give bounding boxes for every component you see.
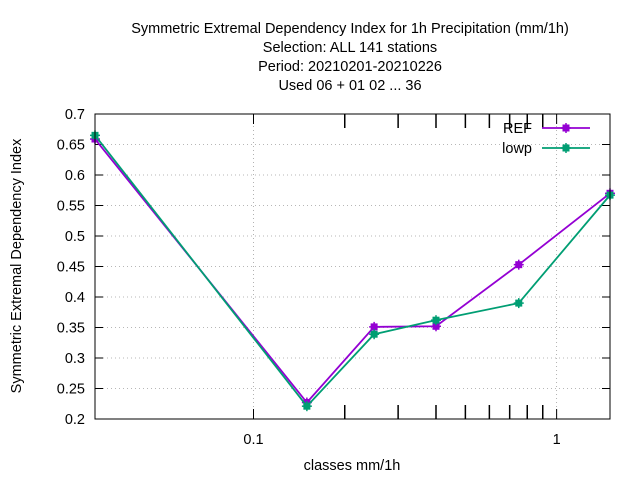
series-line-lowp: [94, 134, 611, 408]
x-tick-label: 0.1: [243, 432, 263, 448]
title-line-1: Symmetric Extremal Dependency Index for …: [131, 21, 569, 37]
data-point-ref: [513, 259, 524, 270]
grid: [95, 114, 610, 419]
data-point-lowp: [369, 329, 380, 340]
y-tick-label: 0.3: [65, 351, 85, 367]
y-tick-label: 0.25: [57, 382, 85, 398]
y-tick-label: 0.55: [57, 199, 85, 215]
data-point-lowp: [513, 298, 524, 309]
legend: REF lowp: [502, 121, 590, 157]
plot-area-border: [94, 113, 611, 420]
y-tick-label: 0.2: [65, 412, 85, 428]
x-axis-label: classes mm/1h: [304, 458, 401, 474]
title-line-4: Used 06 + 01 02 ... 36: [278, 78, 421, 94]
legend-marker-lowp: [561, 143, 571, 153]
y-tick-label: 0.4: [65, 290, 85, 306]
x-axis-ticks: 0.1 1: [243, 114, 561, 448]
data-point-lowp: [301, 401, 312, 412]
series-layer: [90, 130, 615, 412]
y-axis-label: Symmetric Extremal Dependency Index: [9, 138, 25, 393]
x-tick-label: 1: [553, 432, 561, 448]
series-ref: [90, 134, 615, 408]
legend-entry-ref: REF: [503, 121, 590, 137]
y-tick-label: 0.5: [65, 229, 85, 245]
series-line-ref: [94, 138, 611, 404]
chart-title: Symmetric Extremal Dependency Index for …: [131, 21, 569, 94]
y-tick-label: 0.45: [57, 260, 85, 276]
legend-marker-ref: [561, 123, 571, 133]
legend-label-ref: REF: [503, 121, 532, 137]
series-lowp: [90, 130, 615, 412]
data-point-lowp: [430, 315, 441, 326]
title-line-3: Period: 20210201-20210226: [258, 59, 442, 75]
legend-label-lowp: lowp: [502, 141, 532, 157]
y-tick-label: 0.35: [57, 321, 85, 337]
y-axis-ticks: 0.2 0.25 0.3 0.35 0.4 0.45 0.5 0.55 0.6 0.65 0.7: [57, 107, 610, 428]
y-tick-label: 0.6: [65, 168, 85, 184]
legend-entry-lowp: lowp: [502, 141, 590, 157]
y-tick-label: 0.7: [65, 107, 85, 123]
title-line-2: Selection: ALL 141 stations: [263, 40, 437, 56]
y-tick-label: 0.65: [57, 138, 85, 154]
